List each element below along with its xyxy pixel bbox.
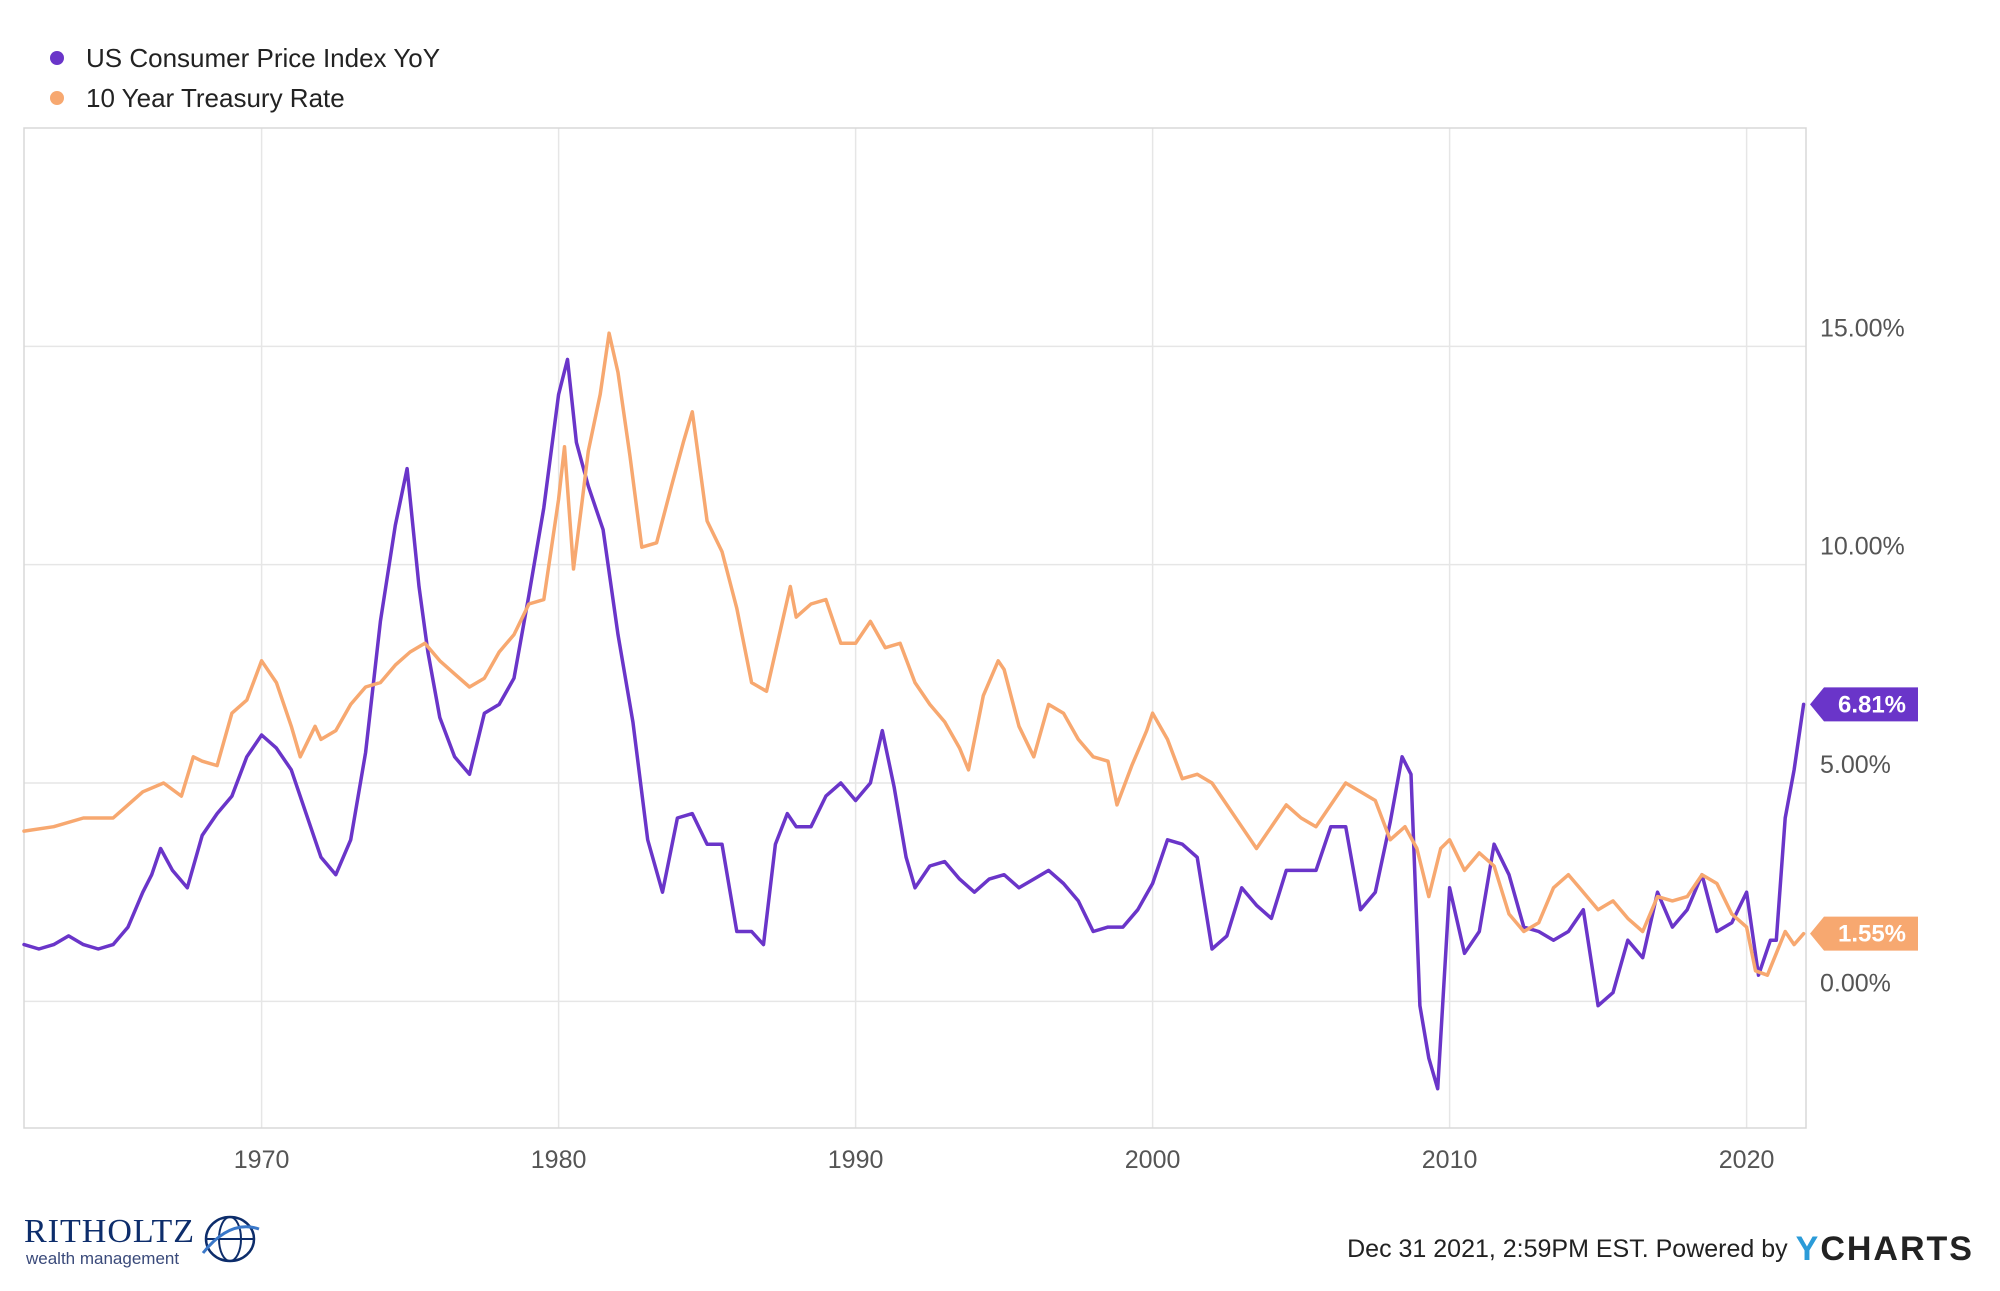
y-tick-label-5: 5.00% (1820, 751, 1891, 779)
legend: US Consumer Price Index YoY 10 Year Trea… (50, 38, 440, 118)
logo-name: RITHOLTZ (24, 1213, 196, 1250)
logo-subtitle: wealth management (26, 1249, 180, 1268)
series-lines (22, 331, 1806, 1091)
end-label-box-0 (1810, 687, 1918, 722)
x-tick-label-2010: 2010 (1422, 1146, 1478, 1174)
legend-item-cpi[interactable]: US Consumer Price Index YoY (50, 38, 440, 78)
end-label-0: 6.81% (1810, 687, 1918, 722)
legend-dot-treasury (50, 91, 64, 105)
legend-dot-cpi (50, 51, 64, 65)
plot-frame (23, 127, 1807, 1129)
end-label-box-1 (1810, 916, 1918, 951)
y-tick-label-0: 0.00% (1820, 969, 1891, 997)
x-tick-label-2000: 2000 (1125, 1146, 1181, 1174)
footer-timestamp: Dec 31 2021, 2:59PM EST. Powered by (1347, 1235, 1788, 1263)
legend-label-treasury: 10 Year Treasury Rate (86, 82, 345, 113)
ycharts-brand-rest: CHARTS (1820, 1230, 1974, 1268)
end-labels: 6.81% 1.55% (1810, 687, 1918, 951)
ritholtz-logo: RITHOLTZ wealth management (24, 1211, 261, 1269)
ycharts-brand[interactable]: YCHARTS (1796, 1230, 1974, 1269)
x-tick-label-2020: 2020 (1719, 1146, 1775, 1174)
footer-attribution: Dec 31 2021, 2:59PM EST. Powered by YCHA… (1347, 1230, 1974, 1269)
ycharts-brand-y: Y (1795, 1230, 1821, 1268)
series-line-1[interactable] (22, 331, 1806, 977)
end-label-text-1: 1.55% (1838, 921, 1906, 948)
series-line-0[interactable] (22, 357, 1806, 1091)
y-tick-label-10: 10.00% (1820, 533, 1905, 561)
x-axis: 1970 1980 1990 2000 2010 2020 (234, 1146, 1775, 1174)
end-label-1: 1.55% (1810, 916, 1918, 951)
x-tick-label-1980: 1980 (531, 1146, 587, 1174)
legend-item-treasury[interactable]: 10 Year Treasury Rate (50, 78, 440, 118)
y-axis: 0.00% 5.00% 10.00% 15.00% (1820, 314, 1905, 997)
globe-icon (201, 1215, 260, 1263)
legend-label-cpi: US Consumer Price Index YoY (86, 42, 441, 73)
x-tick-label-1970: 1970 (234, 1146, 290, 1174)
grid-lines (24, 128, 1806, 1128)
end-label-text-0: 6.81% (1838, 691, 1906, 718)
x-tick-label-1990: 1990 (828, 1146, 884, 1174)
y-tick-label-15: 15.00% (1820, 314, 1905, 342)
